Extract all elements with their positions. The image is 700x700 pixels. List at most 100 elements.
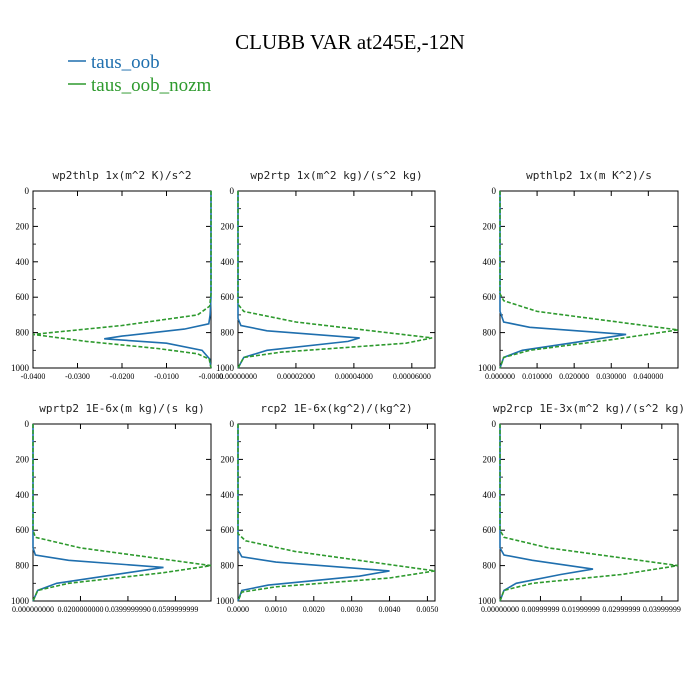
y-tick-label: 0	[230, 186, 235, 196]
y-tick-label: 600	[16, 292, 30, 302]
y-tick-label: 600	[483, 525, 497, 535]
x-tick-label: 0.010000	[522, 372, 552, 381]
plot-frame	[237, 190, 436, 369]
y-tick-label: 1000	[11, 596, 30, 606]
x-tick-label: 0.00006000	[393, 372, 431, 381]
y-tick-label: 800	[483, 561, 497, 571]
y-tick-label: 400	[483, 490, 497, 500]
series-line-taus-oob-nozm	[237, 191, 433, 369]
panel-title: rcp2 1E-6x(kg^2)/(kg^2)	[260, 402, 412, 415]
y-tick-label: 400	[221, 257, 235, 267]
y-tick-label: 200	[483, 221, 497, 231]
y-tick-label: 1000	[216, 596, 235, 606]
y-tick-label: 200	[16, 221, 30, 231]
y-tick-label: 1000	[478, 596, 497, 606]
y-tick-label: 200	[16, 454, 30, 464]
y-tick-label: 600	[221, 292, 235, 302]
plot-frame	[499, 190, 679, 369]
y-tick-label: 800	[16, 328, 30, 338]
y-tick-label: 0	[492, 186, 497, 196]
y-tick-label: 1000	[11, 363, 30, 373]
series-line-taus-oob	[237, 191, 360, 369]
x-tick-label: 0.02999999	[602, 605, 640, 614]
panel-2: wp2rtp 1x(m^2 kg)/(s^2 kg) 0 200 400 600 800 1…	[216, 169, 436, 381]
panel-4: wprtp2 1E-6x(m kg)/(s kg) 0 200 400 600 800 10…	[11, 402, 212, 614]
x-tick-label: 0.0200000000	[57, 605, 103, 614]
panel-5: rcp2 1E-6x(kg^2)/(kg^2) 0 200 400 600 800 1000…	[216, 402, 438, 614]
panel-6: wp2rcp 1E-3x(m^2 kg)/(s^2 kg) 0 200 400 600 8…	[478, 402, 685, 614]
x-tick-label: 0.000000000	[12, 605, 54, 614]
x-tick-label: 0.0050	[416, 605, 438, 614]
y-tick-label: 0	[230, 419, 235, 429]
y-tick-label: 800	[221, 328, 235, 338]
y-tick-label: 1000	[478, 363, 497, 373]
panel-1: wp2thlp 1x(m^2 K)/s^202004006008001000-0…	[11, 169, 223, 381]
panel-title: wp2thlp 1x(m^2 K)/s^2	[52, 169, 191, 182]
panel-title: wp2rtp 1x(m^2 kg)/(s^2 kg)	[250, 169, 422, 182]
figure-title: CLUBB VAR at245E,-12N	[235, 30, 465, 54]
x-tick-label: 0.03999999	[643, 605, 681, 614]
series-line-taus-oob	[104, 191, 212, 369]
x-tick-label: 0.0399999990	[105, 605, 151, 614]
series-line-taus-oob-nozm	[499, 191, 679, 369]
series-line-taus-oob	[237, 424, 390, 602]
legend-label-taus-oob-nozm: taus_oob_nozm	[91, 75, 212, 96]
y-tick-label: 0	[25, 186, 30, 196]
x-tick-label: 0.000000	[485, 372, 515, 381]
x-tick-label: 0.0000	[227, 605, 249, 614]
y-tick-label: 400	[16, 490, 30, 500]
x-tick-label: 0.0030	[341, 605, 363, 614]
plot-frame	[499, 423, 679, 602]
y-tick-label: 400	[221, 490, 235, 500]
panel-title: wprtp2 1E-6x(m kg)/(s kg)	[39, 402, 205, 415]
series-line-taus-oob	[32, 424, 164, 602]
x-tick-label: 0.00002000	[277, 372, 315, 381]
x-tick-label: 0.0010	[265, 605, 287, 614]
x-tick-label: 0.00999999	[521, 605, 559, 614]
x-tick-label: -0.0300	[65, 372, 90, 381]
y-tick-label: 200	[483, 454, 497, 464]
x-tick-label: -0.0200	[110, 372, 135, 381]
x-tick-label: 0.00000000	[481, 605, 519, 614]
x-tick-label: -0.0100	[154, 372, 179, 381]
x-tick-label: 0.030000	[596, 372, 626, 381]
x-tick-label: 0.0020	[303, 605, 325, 614]
x-tick-label: 0.040000	[633, 372, 663, 381]
y-tick-label: 0	[492, 419, 497, 429]
x-tick-label: -0.0400	[21, 372, 46, 381]
y-tick-label: 200	[221, 221, 235, 231]
x-tick-label: 0.00004000	[335, 372, 373, 381]
x-tick-label: -0.0000	[199, 372, 224, 381]
panel-grid: wp2thlp 1x(m^2 K)/s^202004006008001000-0…	[11, 169, 685, 614]
legend-label-taus-oob: taus_oob	[91, 52, 160, 73]
plot-frame	[32, 190, 212, 369]
plot-frame	[237, 423, 436, 602]
x-tick-label: 0.01999999	[562, 605, 600, 614]
x-tick-label: 0.0040	[379, 605, 401, 614]
series-line-taus-oob-nozm	[237, 424, 436, 602]
y-tick-label: 400	[16, 257, 30, 267]
y-tick-label: 800	[483, 328, 497, 338]
x-tick-label: 0.020000	[559, 372, 589, 381]
panel-title: wp2rcp 1E-3x(m^2 kg)/(s^2 kg)	[493, 402, 685, 415]
series-line-taus-oob-nozm	[499, 424, 679, 602]
series-line-taus-oob-nozm	[32, 424, 212, 602]
legend: taus_oob taus_oob_nozm	[68, 52, 212, 96]
y-tick-label: 1000	[216, 363, 235, 373]
y-tick-label: 800	[221, 561, 235, 571]
y-tick-label: 800	[16, 561, 30, 571]
series-line-taus-oob	[499, 424, 594, 602]
panel-3: wpthlp2 1x(m K^2)/s 0 200 400 600 800 10000.00…	[478, 169, 679, 381]
x-tick-label: 0.0599999999	[152, 605, 198, 614]
y-tick-label: 400	[483, 257, 497, 267]
y-tick-label: 200	[221, 454, 235, 464]
y-tick-label: 600	[16, 525, 30, 535]
y-tick-label: 600	[483, 292, 497, 302]
series-line-taus-oob	[499, 191, 627, 369]
plot-frame	[32, 423, 212, 602]
y-tick-label: 600	[221, 525, 235, 535]
y-tick-label: 0	[25, 419, 30, 429]
panel-title: wpthlp2 1x(m K^2)/s	[526, 169, 652, 182]
series-line-taus-oob-nozm	[32, 191, 212, 369]
